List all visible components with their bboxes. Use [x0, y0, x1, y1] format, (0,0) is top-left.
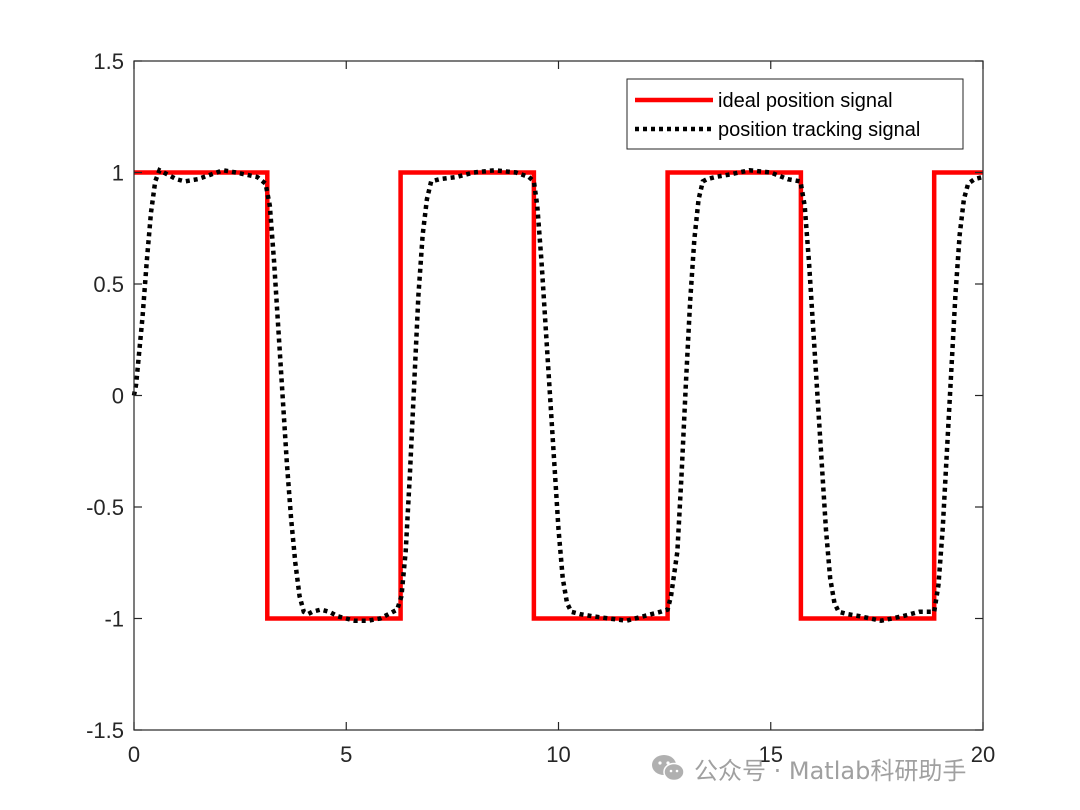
legend: ideal position signal position tracking …	[626, 78, 964, 150]
y-tick-label: -1.5	[86, 718, 124, 743]
x-tick-label: 10	[546, 742, 570, 767]
y-tick-label: 1	[112, 161, 124, 186]
series-line-tracking	[131, 167, 984, 624]
y-tick-label: 1.5	[93, 49, 124, 74]
ticks-layer: 0 5 10 15 20 -1.5 -1 -0.5 0 0.5 1 1.5	[86, 49, 995, 767]
series-line-ideal	[134, 170, 983, 621]
legend-label-ideal: ideal position signal	[718, 90, 893, 112]
watermark: 公众号 · Matlab科研助手	[650, 748, 966, 788]
y-tick-label: -1	[104, 607, 124, 632]
legend-label-tracking: position tracking signal	[718, 119, 920, 141]
watermark-text: 公众号 · Matlab科研助手	[694, 756, 967, 785]
x-tick-label: 15	[759, 742, 783, 767]
y-tick-label: 0	[112, 384, 124, 409]
y-tick-label: 0.5	[93, 272, 124, 297]
plot-area	[134, 61, 983, 730]
series-layer	[131, 167, 984, 624]
y-tick-label: -0.5	[86, 495, 124, 520]
x-tick-label: 0	[128, 742, 140, 767]
wechat-icon	[652, 755, 685, 782]
x-tick-label: 5	[340, 742, 352, 767]
x-tick-label: 20	[971, 742, 995, 767]
legend-box	[626, 78, 964, 150]
